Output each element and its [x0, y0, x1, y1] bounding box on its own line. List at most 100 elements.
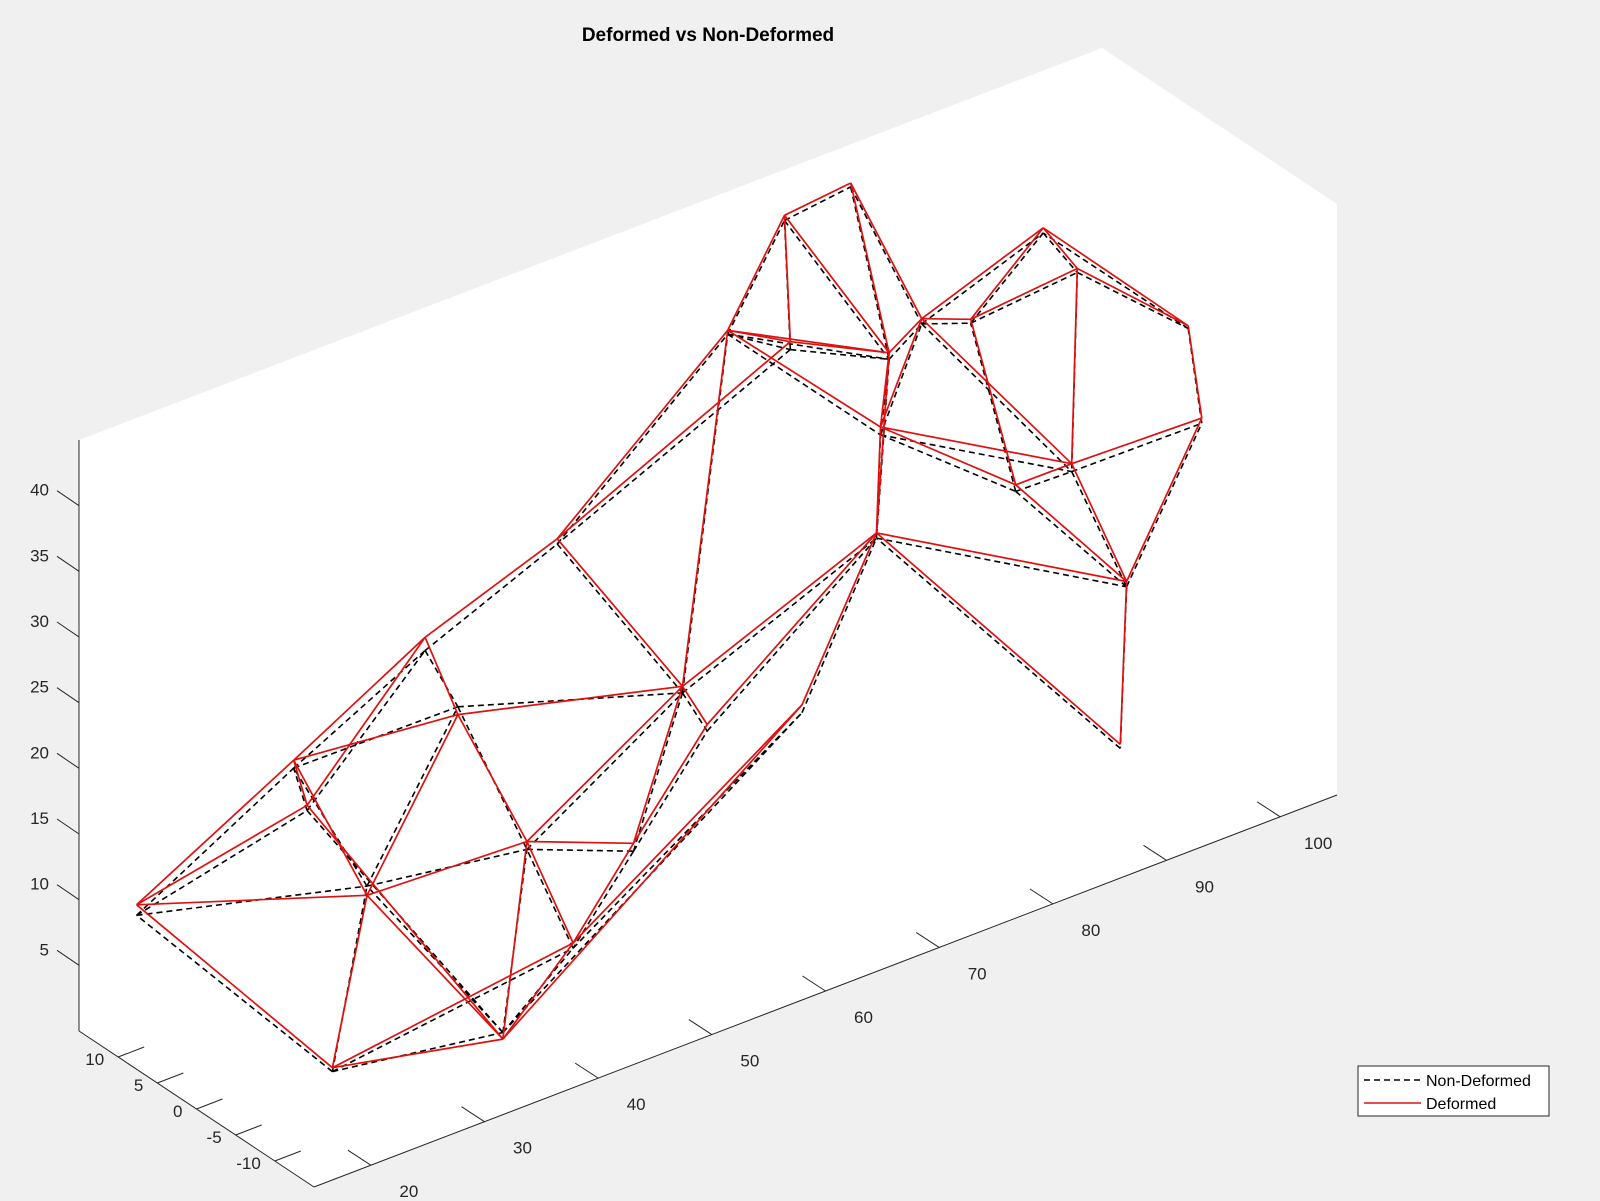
x-tick-mark [1256, 801, 1281, 818]
deformed-member-line [526, 841, 574, 944]
deformed-member-line [706, 532, 878, 726]
y-tick-label: -5 [207, 1128, 222, 1147]
deformed-member-line [632, 724, 708, 844]
non-deformed-member-line [706, 537, 878, 732]
y-tick-label: 10 [85, 1050, 104, 1069]
x-tick-label: 100 [1304, 834, 1332, 853]
deformed-member-line [1015, 462, 1072, 486]
deformed-member-line [849, 182, 890, 353]
deformed-member-line [457, 685, 683, 716]
floor [79, 639, 1337, 1187]
non-deformed-member-line [876, 537, 1127, 588]
deformed-member-line [1042, 227, 1078, 270]
deformed-member-line [331, 895, 368, 1068]
deformed-member-line [849, 182, 923, 320]
deformed-member-line [969, 319, 1017, 486]
non-deformed-member-line [969, 322, 1017, 492]
y-tick-mark [157, 1072, 184, 1084]
non-deformed-member-line [292, 767, 308, 811]
deformed-member-line [783, 214, 890, 354]
x-tick-label: 50 [740, 1052, 759, 1071]
non-deformed-member-line [366, 706, 459, 887]
deformed-member-line [784, 182, 852, 217]
deformed-member-line [681, 532, 878, 687]
deformed-member-line [876, 532, 1127, 583]
deformed-member-line [136, 904, 333, 1069]
z-tick-mark [56, 949, 80, 966]
non-deformed-member-line [424, 543, 558, 652]
x-tick-label: 70 [968, 964, 987, 983]
deformed-member-line [1042, 227, 1189, 327]
non-deformed-member-line [921, 232, 1044, 325]
deformed-member-line [801, 532, 878, 706]
deformed-member-line [727, 329, 881, 428]
z-tick-mark [56, 490, 80, 507]
non-deformed-member-line [783, 220, 890, 360]
y-tick-mark [274, 1150, 302, 1162]
deformed-member-line [875, 426, 882, 533]
deformed-member-line [879, 318, 923, 428]
non-deformed-member-line [632, 692, 684, 852]
non-deformed-member-line [801, 537, 878, 714]
legend-label-non-deformed: Non-Deformed [1426, 1073, 1531, 1090]
deformed-member-line [293, 713, 459, 762]
x-tick-label: 80 [1081, 921, 1100, 940]
deformed-member-line [1015, 484, 1128, 583]
deformed-member-line [136, 759, 295, 906]
x-tick-mark [1029, 888, 1054, 905]
deformed-member-line [1071, 417, 1203, 465]
deformed-member-line [424, 538, 558, 638]
non-deformed-member-line [632, 730, 708, 852]
back-wall [79, 48, 1102, 1031]
x-tick-mark [461, 1106, 485, 1123]
non-deformed-member-line [1042, 232, 1078, 274]
deformed-member-line [502, 841, 528, 1040]
non-deformed-member-line [424, 650, 459, 708]
y-tick-mark [235, 1124, 262, 1136]
deformed-member-line [502, 942, 574, 1040]
non-deformed-member-line [526, 849, 574, 949]
deformed-member-line [888, 318, 923, 354]
x-tick-label: 90 [1195, 877, 1214, 896]
axes-box [78, 48, 1338, 1188]
deformed-member-line [1125, 417, 1203, 582]
non-deformed-member-line [921, 322, 971, 325]
deformed-member-line [556, 329, 729, 540]
x-tick-mark [802, 975, 826, 992]
x-tick-mark [574, 1062, 599, 1079]
x-tick-mark [1143, 844, 1167, 861]
deformed-member-line [556, 538, 684, 687]
deformed-member-line [424, 636, 459, 715]
z-tick-mark [56, 621, 80, 638]
non-deformed-member-line [727, 333, 881, 436]
z-tick-label: 25 [30, 678, 49, 697]
non-deformed-member-line [526, 848, 634, 852]
y-tick-mark [196, 1098, 223, 1110]
deformed-member-line [366, 840, 528, 897]
deformed-member-line [292, 759, 308, 806]
deformed-member-line [457, 714, 528, 842]
deformed-member-line [879, 352, 890, 428]
deformed-member-line [502, 704, 803, 1040]
x-tick-label: 20 [399, 1182, 418, 1201]
non-deformed-member-line [849, 186, 923, 325]
deformed-member-line [1076, 267, 1189, 327]
non-deformed-member-line [1071, 422, 1203, 473]
y-tick-label: 0 [173, 1102, 182, 1121]
z-tick-label: 40 [30, 481, 49, 500]
side-wall [1102, 48, 1337, 795]
z-tick-label: 15 [30, 809, 49, 828]
x-tick-mark [688, 1019, 713, 1035]
deformed-member-line [366, 714, 459, 896]
y-tick-mark [117, 1046, 145, 1058]
deformed-member-line [1119, 581, 1128, 745]
deformed-member-line [681, 330, 729, 687]
non-deformed-member-line [726, 220, 786, 335]
x-tick-label: 30 [513, 1139, 532, 1158]
non-deformed-member-line [502, 712, 803, 1034]
z-tick-mark [56, 555, 80, 572]
deformed-member-line [880, 426, 1072, 465]
non-deformed-member-line [526, 692, 684, 850]
deformed-member-line [332, 942, 574, 1069]
